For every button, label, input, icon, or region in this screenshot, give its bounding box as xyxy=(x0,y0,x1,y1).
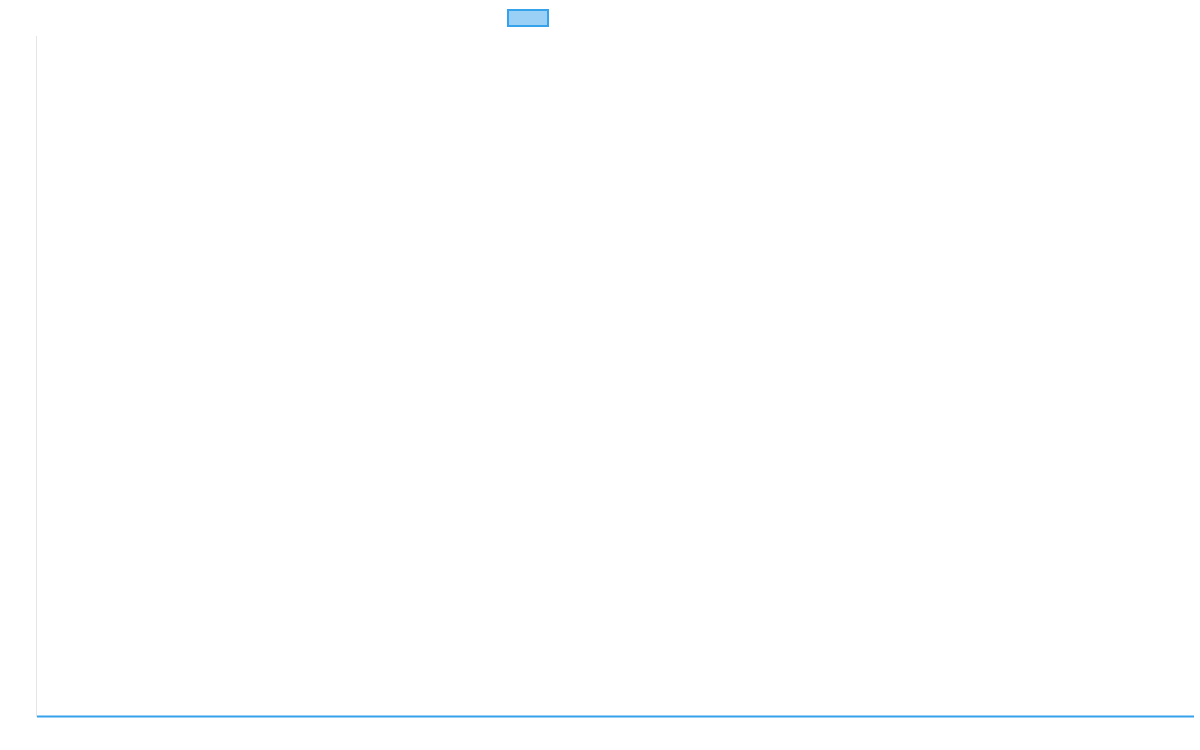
legend-swatch[interactable] xyxy=(507,9,549,27)
